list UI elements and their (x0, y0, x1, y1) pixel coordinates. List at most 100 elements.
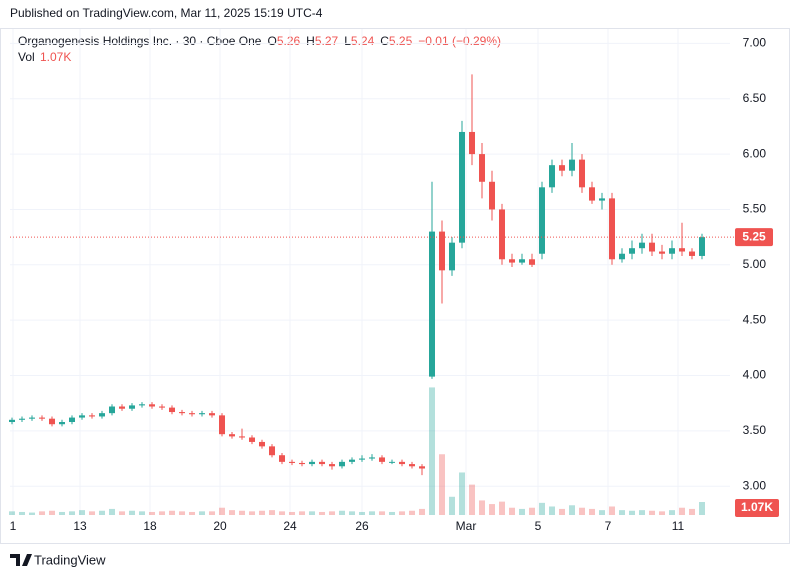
logo: TradingView (10, 552, 106, 567)
volume-bar (39, 511, 45, 515)
candle-body (99, 413, 105, 417)
volume-bar (239, 510, 245, 515)
volume-bar (319, 511, 325, 515)
volume-bar (419, 508, 425, 515)
candle-body (299, 462, 305, 465)
candle-body (469, 131, 475, 155)
x-tick-label: 7 (605, 519, 612, 533)
volume-bar (569, 505, 575, 515)
candle-body (49, 418, 55, 425)
candle-body (669, 248, 675, 254)
volume-bar (259, 510, 265, 515)
y-tick-label: 4.00 (743, 368, 767, 382)
x-tick-label: 5 (535, 519, 542, 533)
candle-body (539, 187, 545, 254)
candle-body (79, 415, 85, 418)
candle-body (589, 187, 595, 201)
x-tick-label: 26 (355, 519, 369, 533)
candle-body (689, 251, 695, 256)
candle-body (529, 259, 535, 265)
volume-bar (299, 511, 305, 515)
volume-bar (689, 508, 695, 515)
candle-body (229, 434, 235, 437)
y-tick-label: 7.00 (743, 36, 767, 50)
volume-bar (349, 511, 355, 515)
candle-body (499, 209, 505, 260)
volume-bar (89, 511, 95, 515)
candle-body (409, 464, 415, 467)
volume-bar (369, 511, 375, 515)
candle-body (449, 242, 455, 271)
volume-bar (129, 510, 135, 515)
volume-bar (59, 511, 65, 515)
candle-body (339, 461, 345, 467)
plot: 3.00 3.50 4.00 4.50 5.00 5.50 6.00 6.50 7.00 1 13 1… (9, 29, 779, 533)
volume-bar (99, 510, 105, 515)
y-tick-label: 3.00 (743, 478, 767, 492)
candle-body (59, 422, 65, 425)
volume-bar (139, 511, 145, 515)
volume-bar (119, 511, 125, 515)
volume-bar (489, 504, 495, 515)
candle-body (639, 242, 645, 249)
candle-body (199, 413, 205, 415)
volume-bar (429, 387, 435, 515)
candle-body (599, 198, 605, 201)
candle-body (359, 458, 365, 460)
candle-body (279, 455, 285, 462)
volume-bar (629, 510, 635, 515)
x-tick-label: 24 (283, 519, 297, 533)
volume-bar (379, 511, 385, 515)
volume-bar (279, 511, 285, 515)
volume-bar (179, 511, 185, 515)
candle-body (419, 466, 425, 469)
published: Published on TradingView.com, Mar 11, 20… (10, 6, 323, 20)
candle-body (699, 237, 705, 256)
last-volume-label: 1.07K (741, 500, 773, 514)
y-tick-label: 6.00 (743, 146, 767, 160)
volume-bar (679, 507, 685, 515)
candle-body (119, 406, 125, 409)
candle-body (159, 406, 165, 408)
candle-body (249, 437, 255, 442)
volume-bar (669, 510, 675, 515)
candle-body (69, 417, 75, 423)
volume-bar (659, 511, 665, 515)
candle-body (389, 461, 395, 463)
volume-bar (439, 454, 445, 515)
volume-bar (579, 507, 585, 515)
y-tick-label: 5.50 (743, 202, 767, 216)
candle-body (189, 413, 195, 415)
candle-body (169, 407, 175, 413)
candle-body (399, 461, 405, 465)
volume-bar (409, 510, 415, 515)
legend: Organogenesis Holdings Inc. · 30 · Cboe … (18, 34, 501, 64)
candle-body (619, 253, 625, 260)
candle-body (569, 159, 575, 171)
volume-bar (19, 511, 25, 515)
candle-body (549, 165, 555, 188)
volume-bar (199, 511, 205, 515)
volume-bar (589, 508, 595, 515)
volume-bar (359, 511, 365, 515)
legend-value: 5.26 (277, 34, 301, 48)
logo-icon (10, 554, 32, 566)
volume-bar (29, 512, 35, 515)
candle-body (459, 131, 465, 243)
volume-bar (69, 511, 75, 515)
legend-key: H (306, 34, 315, 48)
candle-body (369, 457, 375, 459)
last-price-box (735, 228, 773, 247)
legend-value: 5.24 (351, 34, 375, 48)
y-tick-label: 3.50 (743, 423, 767, 437)
candle-body (489, 181, 495, 210)
volume-bar (169, 510, 175, 515)
y-tick-label: 6.50 (743, 91, 767, 105)
volume-bar (49, 510, 55, 515)
candle-body (109, 406, 115, 414)
volume-bar (229, 510, 235, 515)
volume-bar (309, 511, 315, 515)
candle-body (379, 457, 385, 462)
candle-body (259, 441, 265, 447)
